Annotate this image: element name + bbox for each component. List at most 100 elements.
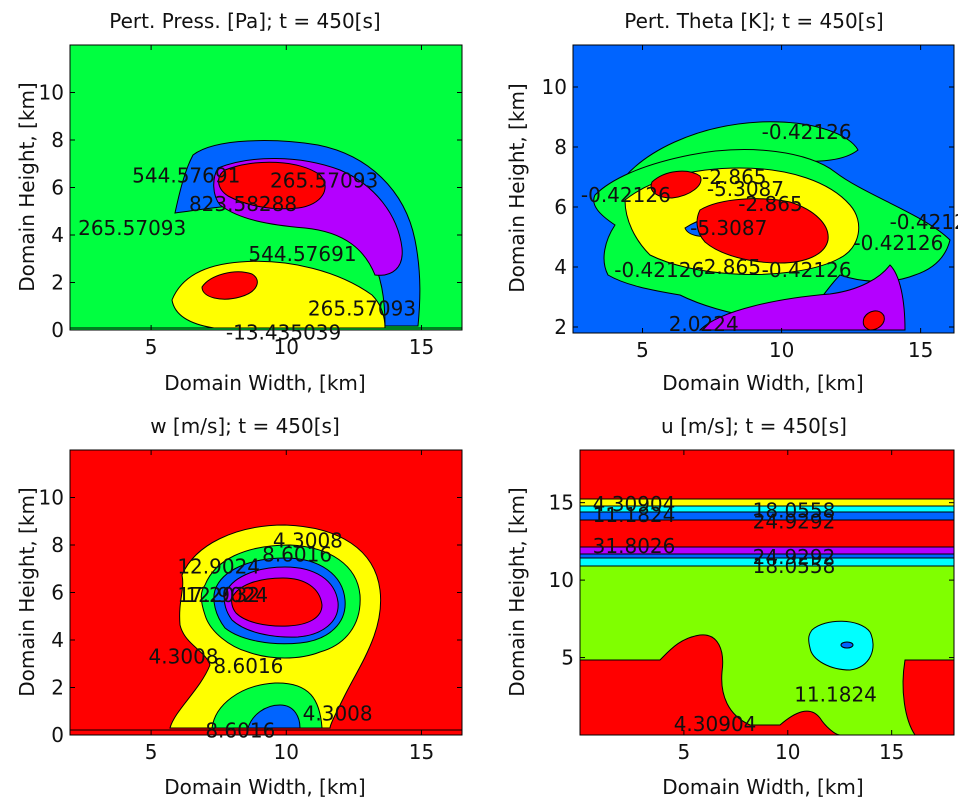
x-ticks: 5 10 15 — [678, 450, 904, 764]
contour-label: -2.865 — [696, 255, 760, 279]
contour-label: 823.58288 — [189, 192, 297, 216]
y-tick-label: 15 — [549, 491, 574, 515]
panel-w: w [m/s]; t = 450[s] 5 10 15 0 2 4 6 8 10 4.3008… — [15, 414, 463, 799]
x-tick-label: 5 — [678, 740, 691, 764]
contour-label: 265.57093 — [78, 216, 186, 240]
panel-u: u [m/s]; t = 450[s] 5 10 15 5 10 15 4.30904 1… — [505, 414, 955, 799]
contour-label: -2.865 — [738, 192, 802, 216]
y-tick-label: 10 — [39, 486, 64, 510]
contour-label: 11.1824 — [794, 683, 877, 707]
contour-label: 18.0558 — [753, 498, 836, 522]
contour-label: 8.6016 — [262, 543, 332, 567]
y-ticks: 0 2 4 6 8 10 — [39, 486, 462, 747]
contour-label: 265.57093 — [270, 168, 378, 192]
contour-label: 2.0224 — [669, 312, 739, 336]
blue-band — [247, 704, 301, 729]
y-tick-label: 4 — [554, 255, 567, 279]
x-tick-label: 15 — [409, 740, 434, 764]
x-ticks: 5 10 15 — [636, 45, 933, 362]
contour-label: 4.3008 — [273, 528, 343, 552]
panel-theta: Pert. Theta [K]; t = 450[s] 5 10 15 2 4 6 8 10… — [505, 9, 958, 395]
y-axis-label: Domain Height, [km] — [505, 83, 529, 292]
y-tick-label: 4 — [51, 223, 64, 247]
contour-label: -0.42126 — [762, 258, 852, 282]
y-tick-label: 0 — [51, 723, 64, 747]
x-tick-label: 10 — [274, 335, 299, 359]
x-tick-label: 10 — [775, 740, 800, 764]
y-ticks: 0 2 4 6 8 10 — [39, 81, 462, 342]
x-ticks: 5 10 15 — [145, 45, 434, 359]
contour-label: 11.1824 — [593, 503, 676, 527]
y-ticks: 2 4 6 8 10 — [542, 75, 954, 339]
contour-labels: 4.30088.601612.902417.203212.90244.30088… — [149, 528, 373, 742]
y-tick-label: 5 — [561, 646, 574, 670]
y-tick-label: 2 — [51, 271, 64, 295]
y-tick-label: 2 — [51, 676, 64, 700]
contour-label: -5.3087 — [707, 177, 784, 201]
y-axis-label: Domain Height, [km] — [505, 487, 529, 696]
contour-label: -5.3087 — [690, 216, 767, 240]
blue-dot — [840, 641, 854, 649]
contour-fills — [169, 524, 382, 729]
contour-label: 24.9292 — [753, 509, 836, 533]
y-tick-label: 10 — [549, 568, 574, 592]
panel-title: u [m/s]; t = 450[s] — [661, 414, 847, 438]
contour-labels: -0.42126-2.865-5.3087-2.865-0.42126-5.30… — [581, 120, 958, 336]
contour-label: 4.3008 — [303, 702, 373, 726]
contour-label: 12.9024 — [177, 554, 260, 578]
y-tick-label: 4 — [51, 628, 64, 652]
y-axis-label: Domain Height, [km] — [15, 487, 39, 696]
contour-label: 8.6016 — [205, 718, 275, 742]
axes-frame — [572, 44, 955, 334]
red-core — [231, 577, 323, 627]
y-tick-label: 6 — [51, 176, 64, 200]
x-tick-label: 15 — [879, 740, 904, 764]
red-lower — [579, 634, 841, 736]
red-blob — [862, 310, 885, 331]
contour-label: 18.0558 — [753, 554, 836, 578]
x-tick-label: 10 — [769, 338, 794, 362]
contour-label: 8.6016 — [213, 654, 283, 678]
panel-title: Pert. Theta [K]; t = 450[s] — [624, 9, 883, 33]
x-tick-label: 15 — [908, 338, 933, 362]
contour-fills — [171, 140, 421, 329]
contour-label: -0.42126 — [581, 183, 671, 207]
y-ticks: 5 10 15 — [549, 491, 954, 670]
contour-label: 17.2032 — [177, 583, 260, 607]
y-tick-label: 8 — [554, 135, 567, 159]
contour-labels: 544.57691 265.57093823.58288265.57093544.… — [78, 164, 416, 345]
contour-label: 4.30904 — [674, 712, 757, 736]
x-tick-label: 15 — [409, 335, 434, 359]
contour-label: -13.435039 — [226, 320, 341, 344]
magenta-band — [698, 264, 906, 331]
y-tick-label: 10 — [39, 81, 64, 105]
x-axis-label: Domain Width, [km] — [164, 775, 365, 799]
y-tick-label: 2 — [554, 315, 567, 339]
red-blob — [201, 271, 258, 300]
contour-fills — [593, 121, 951, 331]
axes-frame — [579, 449, 955, 736]
contour-label: -0.42126 — [762, 120, 852, 144]
contour-label: 4.3008 — [149, 645, 219, 669]
x-tick-label: 10 — [274, 740, 299, 764]
contour-label: -0.42126 — [614, 258, 704, 282]
contour-label: 265.57093 — [308, 297, 416, 321]
contour-label: 24.9292 — [753, 545, 836, 569]
red-core — [696, 198, 829, 264]
red-core — [218, 161, 326, 210]
y-tick-label: 6 — [554, 195, 567, 219]
contour-fills — [579, 449, 955, 736]
panel-title: w [m/s]; t = 450[s] — [150, 414, 340, 438]
x-tick-label: 5 — [145, 335, 158, 359]
y-tick-label: 8 — [51, 533, 64, 557]
contour-label: -0.42126 — [890, 210, 958, 234]
contour-label: -0.42126 — [853, 231, 943, 255]
y-axis-label: Domain Height, [km] — [15, 82, 39, 291]
x-axis-label: Domain Width, [km] — [662, 775, 863, 799]
contour-label: 12.9024 — [185, 583, 268, 607]
y-tick-label: 8 — [51, 128, 64, 152]
y-tick-label: 6 — [51, 581, 64, 605]
contour-label: 544.57691 — [132, 164, 240, 188]
